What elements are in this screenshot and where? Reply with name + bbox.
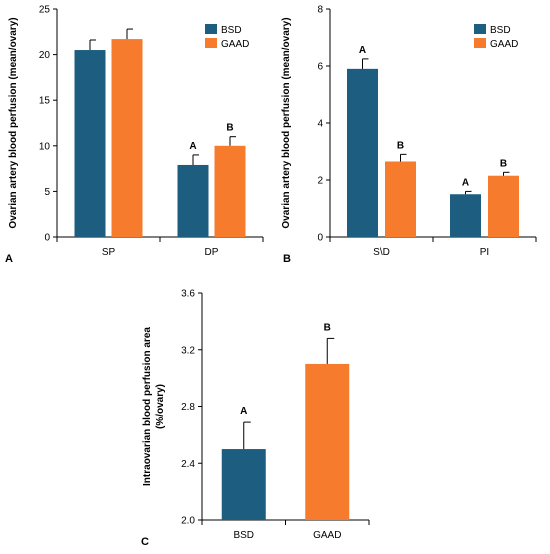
bar-bsd: [450, 194, 481, 237]
y-tick-label: 2.4: [181, 459, 195, 470]
bar-gaad: [385, 161, 416, 237]
x-tick-label: SP: [102, 247, 116, 258]
y-axis-label-line: Intraovarian blood perfusion area: [142, 327, 153, 486]
legend-swatch-gaad: [205, 38, 217, 48]
legend-label: GAAD: [221, 39, 249, 50]
y-tick-label: 5: [44, 187, 50, 198]
legend-swatch-gaad: [474, 38, 486, 48]
y-tick-label: 2.8: [181, 402, 195, 413]
bar-gaad: [305, 363, 350, 520]
y-axis-label-line: (%/ovary): [155, 384, 166, 429]
significance-letter: A: [240, 406, 247, 417]
significance-letter: A: [189, 141, 196, 152]
bar-bsd: [74, 50, 106, 237]
significance-letter: B: [324, 322, 331, 333]
panel-label: C: [141, 536, 149, 548]
x-tick-label: GAAD: [313, 530, 341, 541]
legend-swatch-bsd: [474, 24, 486, 34]
y-tick-label: 6: [317, 62, 323, 73]
y-tick-label: 0: [44, 233, 50, 244]
bar-bsd: [221, 449, 266, 520]
bar-gaad: [111, 39, 143, 237]
x-tick-label: PI: [480, 247, 489, 258]
y-axis-label: Ovarian artery blood perfusion (mean/ova…: [8, 17, 19, 228]
significance-letter: B: [226, 123, 233, 134]
panel-label: A: [5, 253, 13, 265]
y-tick-label: 2: [317, 176, 323, 187]
panel-label: B: [283, 253, 291, 265]
bar-gaad: [488, 175, 519, 237]
significance-letter: B: [500, 158, 507, 169]
y-tick-label: 0: [317, 233, 323, 244]
y-tick-label: 10: [39, 141, 51, 152]
y-tick-label: 25: [39, 5, 51, 16]
legend-swatch-bsd: [205, 24, 217, 34]
y-tick-label: 3.6: [181, 289, 195, 300]
y-axis-label: Ovarian artery blood perfusion (mean/ova…: [281, 17, 292, 228]
y-tick-label: 8: [317, 5, 323, 16]
y-tick-label: 15: [39, 96, 51, 107]
significance-letter: B: [397, 140, 404, 151]
x-tick-label: S\D: [373, 247, 390, 258]
significance-letter: A: [462, 177, 469, 188]
significance-letter: A: [359, 45, 366, 56]
bar-gaad: [214, 145, 246, 237]
legend-label: GAAD: [490, 39, 518, 50]
bar-bsd: [347, 68, 378, 237]
y-tick-label: 20: [39, 50, 51, 61]
x-tick-label: DP: [205, 247, 219, 258]
y-tick-label: 2.0: [181, 516, 195, 527]
legend-label: BSD: [490, 25, 511, 36]
y-axis-label: Intraovarian blood perfusion area (%/ovar…: [142, 327, 166, 486]
bar-bsd: [177, 164, 209, 237]
y-tick-label: 4: [317, 119, 323, 130]
legend-label: BSD: [221, 25, 242, 36]
x-tick-label: BSD: [233, 530, 254, 541]
y-tick-label: 3.2: [181, 345, 195, 356]
